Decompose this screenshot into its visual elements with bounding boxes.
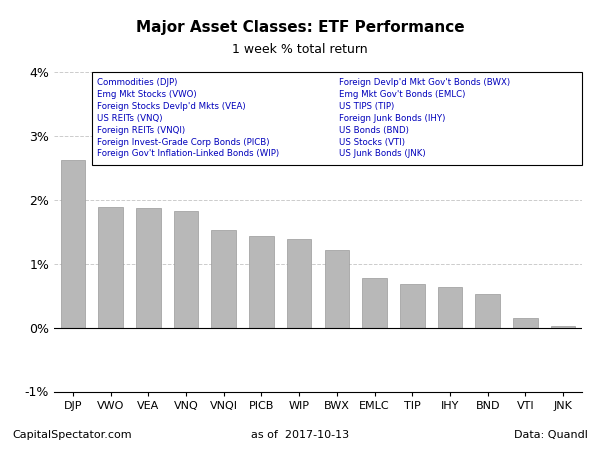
Text: Foreign REITs (VNQI): Foreign REITs (VNQI) [97,126,185,135]
Bar [362,278,387,328]
Bar [98,207,123,328]
Bar [551,326,575,328]
Text: 1 week % total return: 1 week % total return [232,43,368,56]
Text: as of  2017-10-13: as of 2017-10-13 [251,430,349,440]
Text: Emg Mkt Gov't Bonds (EMLC): Emg Mkt Gov't Bonds (EMLC) [340,90,466,99]
Text: Major Asset Classes: ETF Performance: Major Asset Classes: ETF Performance [136,20,464,35]
Bar [92,72,582,165]
Bar [475,294,500,328]
Bar [400,284,425,328]
Text: CapitalSpectator.com: CapitalSpectator.com [12,430,131,440]
Text: Foreign Devlp'd Mkt Gov't Bonds (BWX): Foreign Devlp'd Mkt Gov't Bonds (BWX) [340,78,511,87]
Bar [136,208,161,328]
Text: Commodities (DJP): Commodities (DJP) [97,78,178,87]
Bar [174,212,198,328]
Text: US Stocks (VTI): US Stocks (VTI) [340,138,406,147]
Bar [325,250,349,328]
Bar [438,288,462,328]
Bar [513,318,538,328]
Text: Foreign Invest-Grade Corp Bonds (PICB): Foreign Invest-Grade Corp Bonds (PICB) [97,138,269,147]
Text: Data: Quandl: Data: Quandl [514,430,588,440]
Bar [211,230,236,328]
Text: US REITs (VNQ): US REITs (VNQ) [97,114,163,123]
Text: US TIPS (TIP): US TIPS (TIP) [340,102,395,111]
Text: Foreign Gov't Inflation-Linked Bonds (WIP): Foreign Gov't Inflation-Linked Bonds (WI… [97,149,279,158]
Text: Emg Mkt Stocks (VWO): Emg Mkt Stocks (VWO) [97,90,197,99]
Bar [287,239,311,328]
Text: Foreign Stocks Devlp'd Mkts (VEA): Foreign Stocks Devlp'd Mkts (VEA) [97,102,245,111]
Bar [61,160,85,328]
Text: US Bonds (BND): US Bonds (BND) [340,126,409,135]
Text: Foreign Junk Bonds (IHY): Foreign Junk Bonds (IHY) [340,114,446,123]
Text: US Junk Bonds (JNK): US Junk Bonds (JNK) [340,149,426,158]
Bar [249,236,274,328]
